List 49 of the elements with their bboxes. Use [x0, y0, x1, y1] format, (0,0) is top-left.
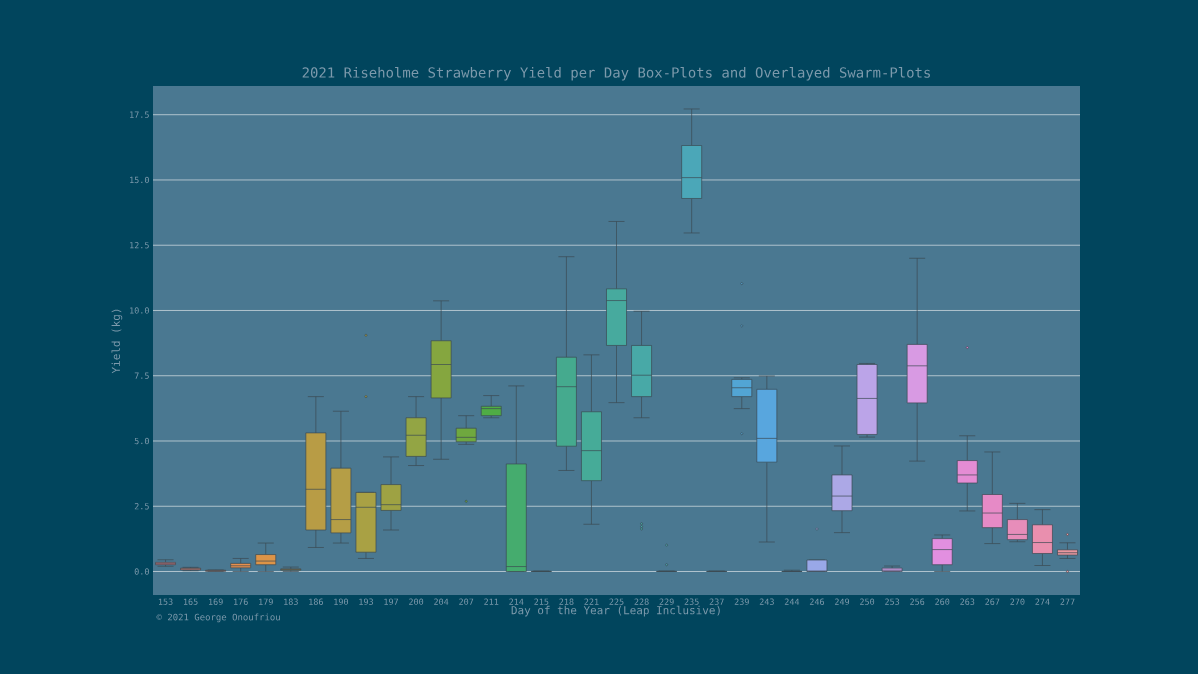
x-tick-label: 190: [334, 598, 348, 605]
x-tick-label: 215: [534, 598, 549, 605]
x-tick-label: 237: [709, 598, 724, 605]
x-tick-label: 253: [885, 598, 900, 605]
x-tick-label: 263: [960, 598, 975, 605]
x-tick-label: 153: [158, 598, 173, 605]
x-tick-label: 239: [734, 598, 749, 605]
x-tick-label: 225: [609, 598, 624, 605]
y-tick-label: 0.0: [134, 568, 149, 575]
text: © 2021 George Onoufriou: [156, 613, 280, 623]
x-tick-label: 179: [259, 598, 273, 605]
x-tick-label: 218: [559, 598, 574, 605]
x-tick-label: 260: [935, 598, 950, 605]
x-tick-label: 165: [183, 598, 198, 605]
x-tick-label: 228: [634, 598, 649, 605]
y-tick-label: 17.5: [130, 111, 149, 118]
y-tick-label: 10.0: [130, 307, 149, 314]
x-tick-label: 193: [359, 598, 373, 605]
x-tick-label: 211: [484, 598, 499, 605]
y-tick-label: 2.5: [134, 503, 149, 510]
x-tick-label: 256: [910, 598, 925, 605]
x-tick-label: 249: [834, 598, 850, 605]
x-tick-label: 197: [384, 598, 399, 605]
y-tick-label: 7.5: [134, 372, 149, 379]
x-tick-label: 229: [659, 598, 674, 605]
y-tick-label: 15.0: [130, 176, 149, 184]
x-tick-label: 270: [1010, 598, 1025, 605]
x-tick-label: 267: [985, 598, 1000, 605]
x-tick-label: 235: [684, 598, 699, 605]
x-tick-label: 200: [409, 598, 424, 605]
y-tick-label: 5.0: [134, 437, 149, 445]
x-tick-label: 243: [759, 598, 774, 605]
y-axis-title: Yield (kg): [111, 309, 123, 374]
x-axis-title: Day of the Year (Leap Inclusive): [511, 605, 720, 617]
x-tick-label: 183: [284, 598, 298, 605]
x-tick-label: 204: [434, 598, 449, 605]
x-tick-label: 221: [584, 598, 599, 605]
x-tick-label: 207: [459, 598, 474, 605]
y-tick-label: 12.5: [130, 242, 149, 249]
x-tick-label: 277: [1060, 598, 1075, 605]
x-tick-label: 186: [309, 598, 323, 605]
x-tick-label: 244: [784, 598, 800, 605]
x-tick-label: 250: [860, 598, 875, 605]
x-tick-label: 246: [809, 598, 825, 605]
chart-title: 2021 Riseholme Strawberry Yield per Day Box-Plots and Overlayed Swarm-Plots: [302, 66, 930, 81]
x-tick-label: 214: [509, 598, 524, 605]
x-tick-label: 169: [209, 598, 223, 605]
x-tick-label: 176: [234, 598, 248, 605]
x-tick-label: 274: [1035, 598, 1050, 605]
